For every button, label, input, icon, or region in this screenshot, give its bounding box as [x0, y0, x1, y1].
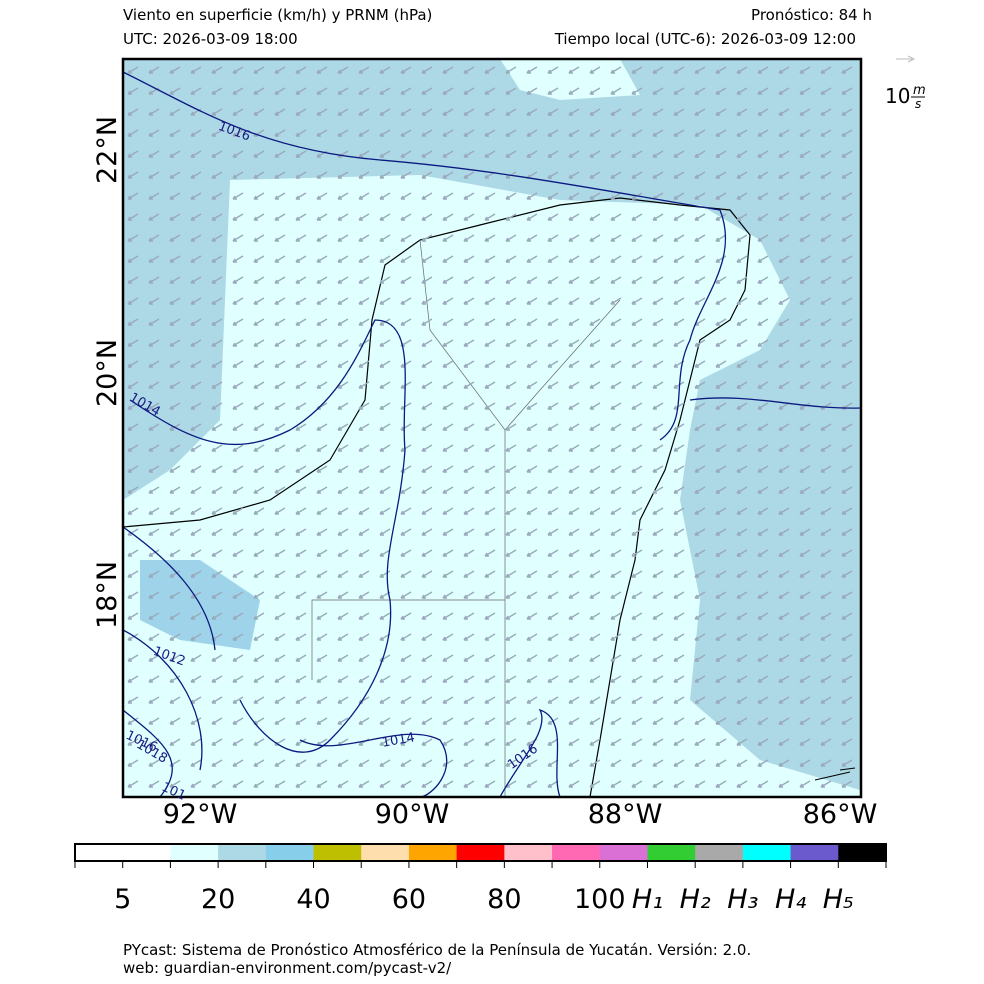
colorbar-segment: [75, 844, 124, 861]
colorbar-segment: [504, 844, 553, 861]
colorbar-segment: [695, 844, 744, 861]
colorbar-segment: [838, 844, 887, 861]
colorbar-segment: [552, 844, 601, 861]
colorbar-label: 20: [201, 884, 235, 915]
wind-key-unit: s: [915, 97, 921, 111]
wind-key-unit: m: [913, 83, 926, 98]
colorbar-label: H₃: [727, 884, 758, 915]
colorbar-label: 80: [487, 884, 521, 915]
colorbar-segment: [408, 844, 458, 861]
colorbar-segment: [265, 844, 315, 861]
colorbar-label: H₄: [775, 884, 806, 915]
borders: [311, 239, 621, 797]
colorbar-segment: [790, 844, 839, 861]
colorbar-segment: [742, 844, 792, 861]
colorbar-segment: [599, 844, 648, 861]
colorbar-segment: [170, 844, 219, 861]
lon-label: 88°W: [588, 799, 663, 830]
wind-key-arrow: [896, 55, 916, 63]
colorbar-label: 100: [574, 884, 626, 915]
lat-label: 18°N: [92, 561, 123, 629]
footer: PYcast: Sistema de Pronóstico Atmosféric…: [123, 941, 751, 959]
colorbar-label: H₅: [823, 884, 854, 915]
footer: web: guardian-environment.com/pycast-v2/: [123, 959, 452, 977]
wind-zone: [123, 175, 860, 797]
map-frame: [121, 57, 863, 799]
title: Viento en superficie (km/h) y PRNM (hPa): [123, 6, 432, 24]
lon-label: 86°W: [803, 799, 878, 830]
lon-label: 92°W: [163, 799, 238, 830]
lon-label: 90°W: [375, 799, 450, 830]
colorbar-segment: [218, 844, 267, 861]
local-time: Tiempo local (UTC-6): 2026-03-09 12:00: [554, 30, 856, 48]
map: [123, 59, 861, 797]
colorbar-segment: [122, 844, 171, 861]
colorbar-label: 40: [296, 884, 330, 915]
isobars: [123, 71, 861, 797]
lat-label: 22°N: [92, 116, 123, 184]
colorbar-label: H₁: [632, 884, 663, 915]
isobar-label: 1014: [381, 730, 416, 751]
colorbar-label: 60: [392, 884, 426, 915]
colorbar-label: H₂: [680, 884, 711, 915]
utc-time: UTC: 2026-03-09 18:00: [123, 30, 298, 48]
colorbar-segment: [361, 844, 410, 861]
colorbar-frame: [74, 843, 887, 862]
colorbar-segment: [456, 844, 505, 861]
colorbar-segment: [313, 844, 362, 861]
colorbar-segment: [647, 844, 696, 861]
forecast: Pronóstico: 84 h: [751, 6, 872, 24]
lat-label: 20°N: [92, 339, 123, 407]
island: [814, 767, 856, 781]
wind-key: 10: [885, 84, 910, 108]
wind-arrows: [127, 66, 853, 788]
colorbar-label: 5: [114, 884, 131, 915]
